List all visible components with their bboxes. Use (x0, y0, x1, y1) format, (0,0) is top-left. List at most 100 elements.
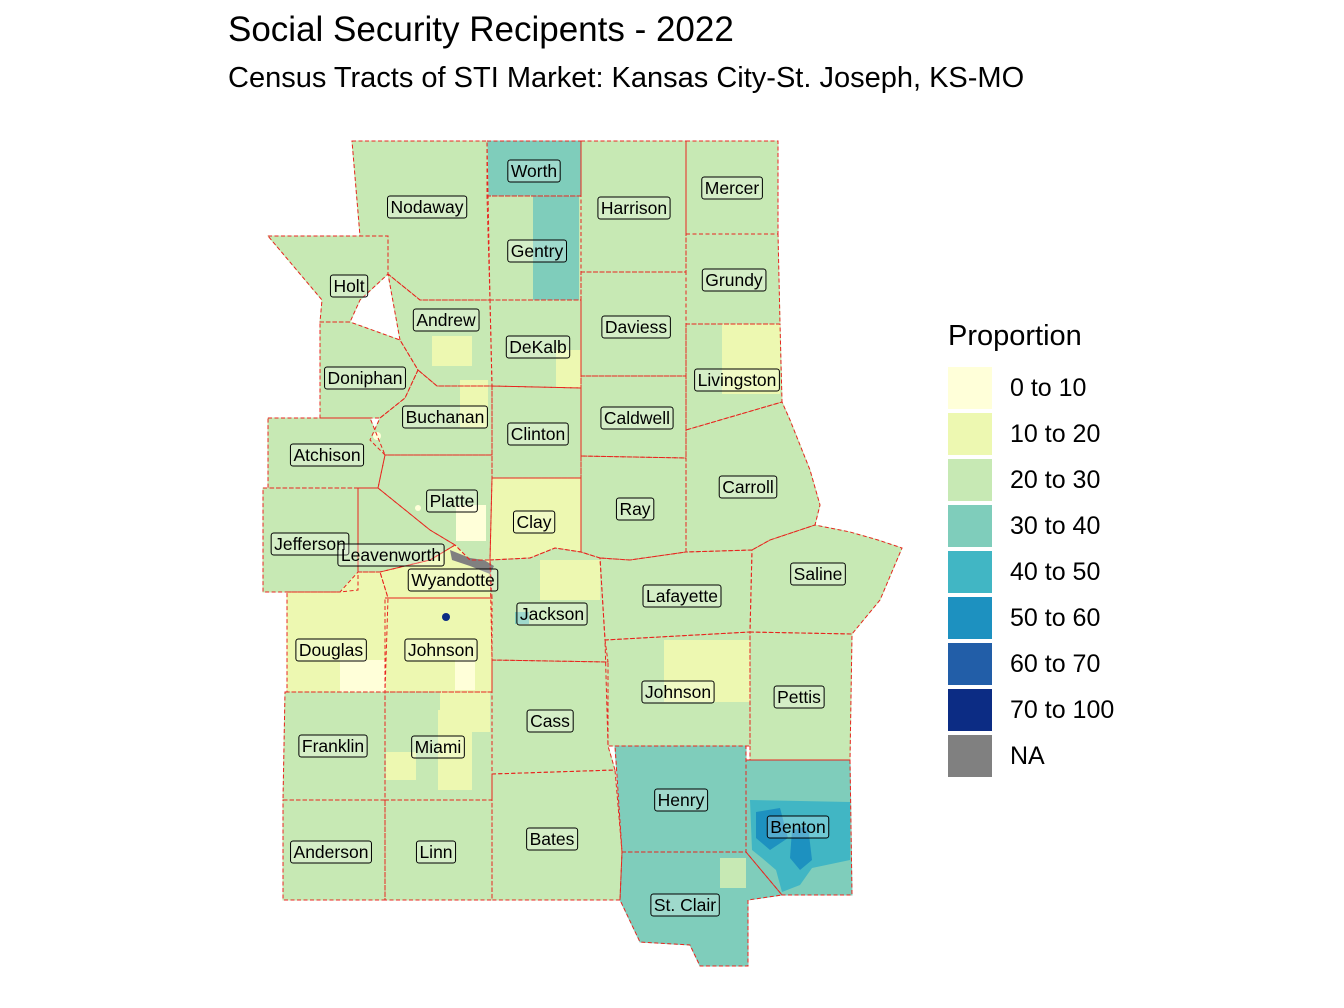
county-label-box (766, 815, 830, 839)
legend-item: 50 to 60 (948, 595, 1114, 641)
map-title: Social Security Recipents - 2022 (228, 10, 734, 49)
county-label-text: Cass (530, 711, 570, 731)
county-border (749, 524, 903, 635)
county-label-text: Nodaway (391, 197, 464, 217)
legend-item: 30 to 40 (948, 503, 1114, 549)
county-label: Saline (790, 562, 846, 586)
legend-item: 40 to 50 (948, 549, 1114, 595)
county-label-box (507, 422, 569, 446)
county-border (262, 487, 359, 593)
legend-item: 10 to 20 (948, 411, 1114, 457)
county-label-box (615, 497, 655, 521)
tract-patch (340, 660, 386, 692)
county-label: Miami (411, 735, 465, 759)
tract-patch (510, 600, 540, 660)
tract-patch (756, 808, 788, 850)
county-label-text: Linn (419, 842, 452, 862)
county-label: Bates (526, 827, 579, 851)
county-border-layer (262, 140, 903, 967)
county-label-box (600, 406, 674, 430)
county-label-text: Leavenworth (341, 545, 441, 565)
county-label: Clay (512, 510, 556, 534)
county-label-text: Doniphan (328, 368, 403, 388)
map-subtitle: Census Tracts of STI Market: Kansas City… (228, 62, 1025, 94)
legend-label: 50 to 60 (1010, 603, 1101, 632)
county-label-box (298, 734, 368, 758)
county-label-text: Daviess (605, 317, 667, 337)
county-label: DeKalb (505, 335, 571, 359)
county-border (379, 544, 493, 599)
tract-patch (515, 612, 529, 624)
tract-patch (722, 324, 780, 394)
county-label-box (412, 308, 480, 332)
choropleth-map: Worth Mercer Nodaway Harrison Gentry Grundy Ho… (262, 140, 903, 967)
legend-label: 40 to 50 (1010, 557, 1101, 586)
county-label-text: Platte (430, 491, 475, 511)
tract-patch (438, 710, 472, 790)
county-label: Andrew (412, 308, 480, 332)
legend-item: 20 to 30 (948, 457, 1114, 503)
county-label: Lafayette (642, 584, 722, 608)
county-label: Worth (507, 159, 561, 183)
legend-swatch (948, 505, 992, 547)
tract-patch (386, 752, 416, 780)
county-border (369, 369, 493, 456)
county-border (387, 272, 493, 387)
county-label: Franklin (298, 734, 368, 758)
county-label-text: Buchanan (406, 407, 485, 427)
county-label-text: Atchison (293, 445, 360, 465)
legend-items: 0 to 10 10 to 20 20 to 30 30 to 40 40 to… (948, 365, 1114, 779)
county-label: Doniphan (324, 366, 406, 390)
county-label-box (411, 735, 465, 759)
county-label: Mercer (701, 176, 763, 200)
county-label: St. Clair (650, 893, 720, 917)
legend-item: NA (948, 733, 1114, 779)
county-label: Pettis (773, 685, 825, 709)
county-label-text: Carroll (722, 477, 774, 497)
county-label-box (407, 568, 499, 592)
county-label: Holt (329, 274, 369, 298)
legend-label: 60 to 70 (1010, 649, 1101, 678)
county-label-text: Henry (658, 790, 705, 810)
county-label: Douglas (295, 638, 367, 662)
county-label-box (290, 840, 372, 864)
county-label: Johnson (641, 680, 715, 704)
county-label: Caldwell (600, 406, 674, 430)
county-label-text: Douglas (299, 640, 363, 660)
county-label: Buchanan (402, 405, 488, 429)
county-label-box (597, 196, 671, 220)
tract-patch (415, 505, 421, 511)
county-label-box (642, 584, 722, 608)
county-border (266, 235, 389, 323)
county-label-box (507, 159, 561, 183)
county-label: Linn (415, 840, 457, 864)
county-border (384, 799, 493, 901)
county-label-box (694, 368, 780, 392)
county-border (489, 547, 609, 663)
county-label-box (289, 443, 365, 467)
county-label-text: Miami (415, 737, 462, 757)
legend-item: 0 to 10 (948, 365, 1114, 411)
county-border (619, 851, 783, 967)
county-label-box (324, 366, 406, 390)
county-label-text: Holt (333, 276, 364, 296)
tract-patch (450, 550, 494, 574)
county-label-box (516, 602, 588, 626)
county-label-text: Andrew (416, 310, 476, 330)
legend-swatch (948, 689, 992, 731)
county-label-box (507, 239, 568, 263)
tract-patch (460, 380, 488, 428)
tract-patch (442, 613, 450, 621)
legend-swatch (948, 551, 992, 593)
county-label-text: Caldwell (604, 408, 670, 428)
county-label-box (387, 195, 468, 219)
county-label-text: Bates (530, 829, 575, 849)
county-label-text: Jackson (520, 604, 584, 624)
county-label-box (790, 562, 846, 586)
legend-label: 30 to 40 (1010, 511, 1101, 540)
legend: Proportion 0 to 10 10 to 20 20 to 30 30 … (948, 320, 1114, 779)
county-label-box (329, 274, 369, 298)
county-label-text: Gentry (511, 241, 564, 261)
county-label-box (337, 543, 445, 567)
tract-patch (556, 350, 581, 388)
